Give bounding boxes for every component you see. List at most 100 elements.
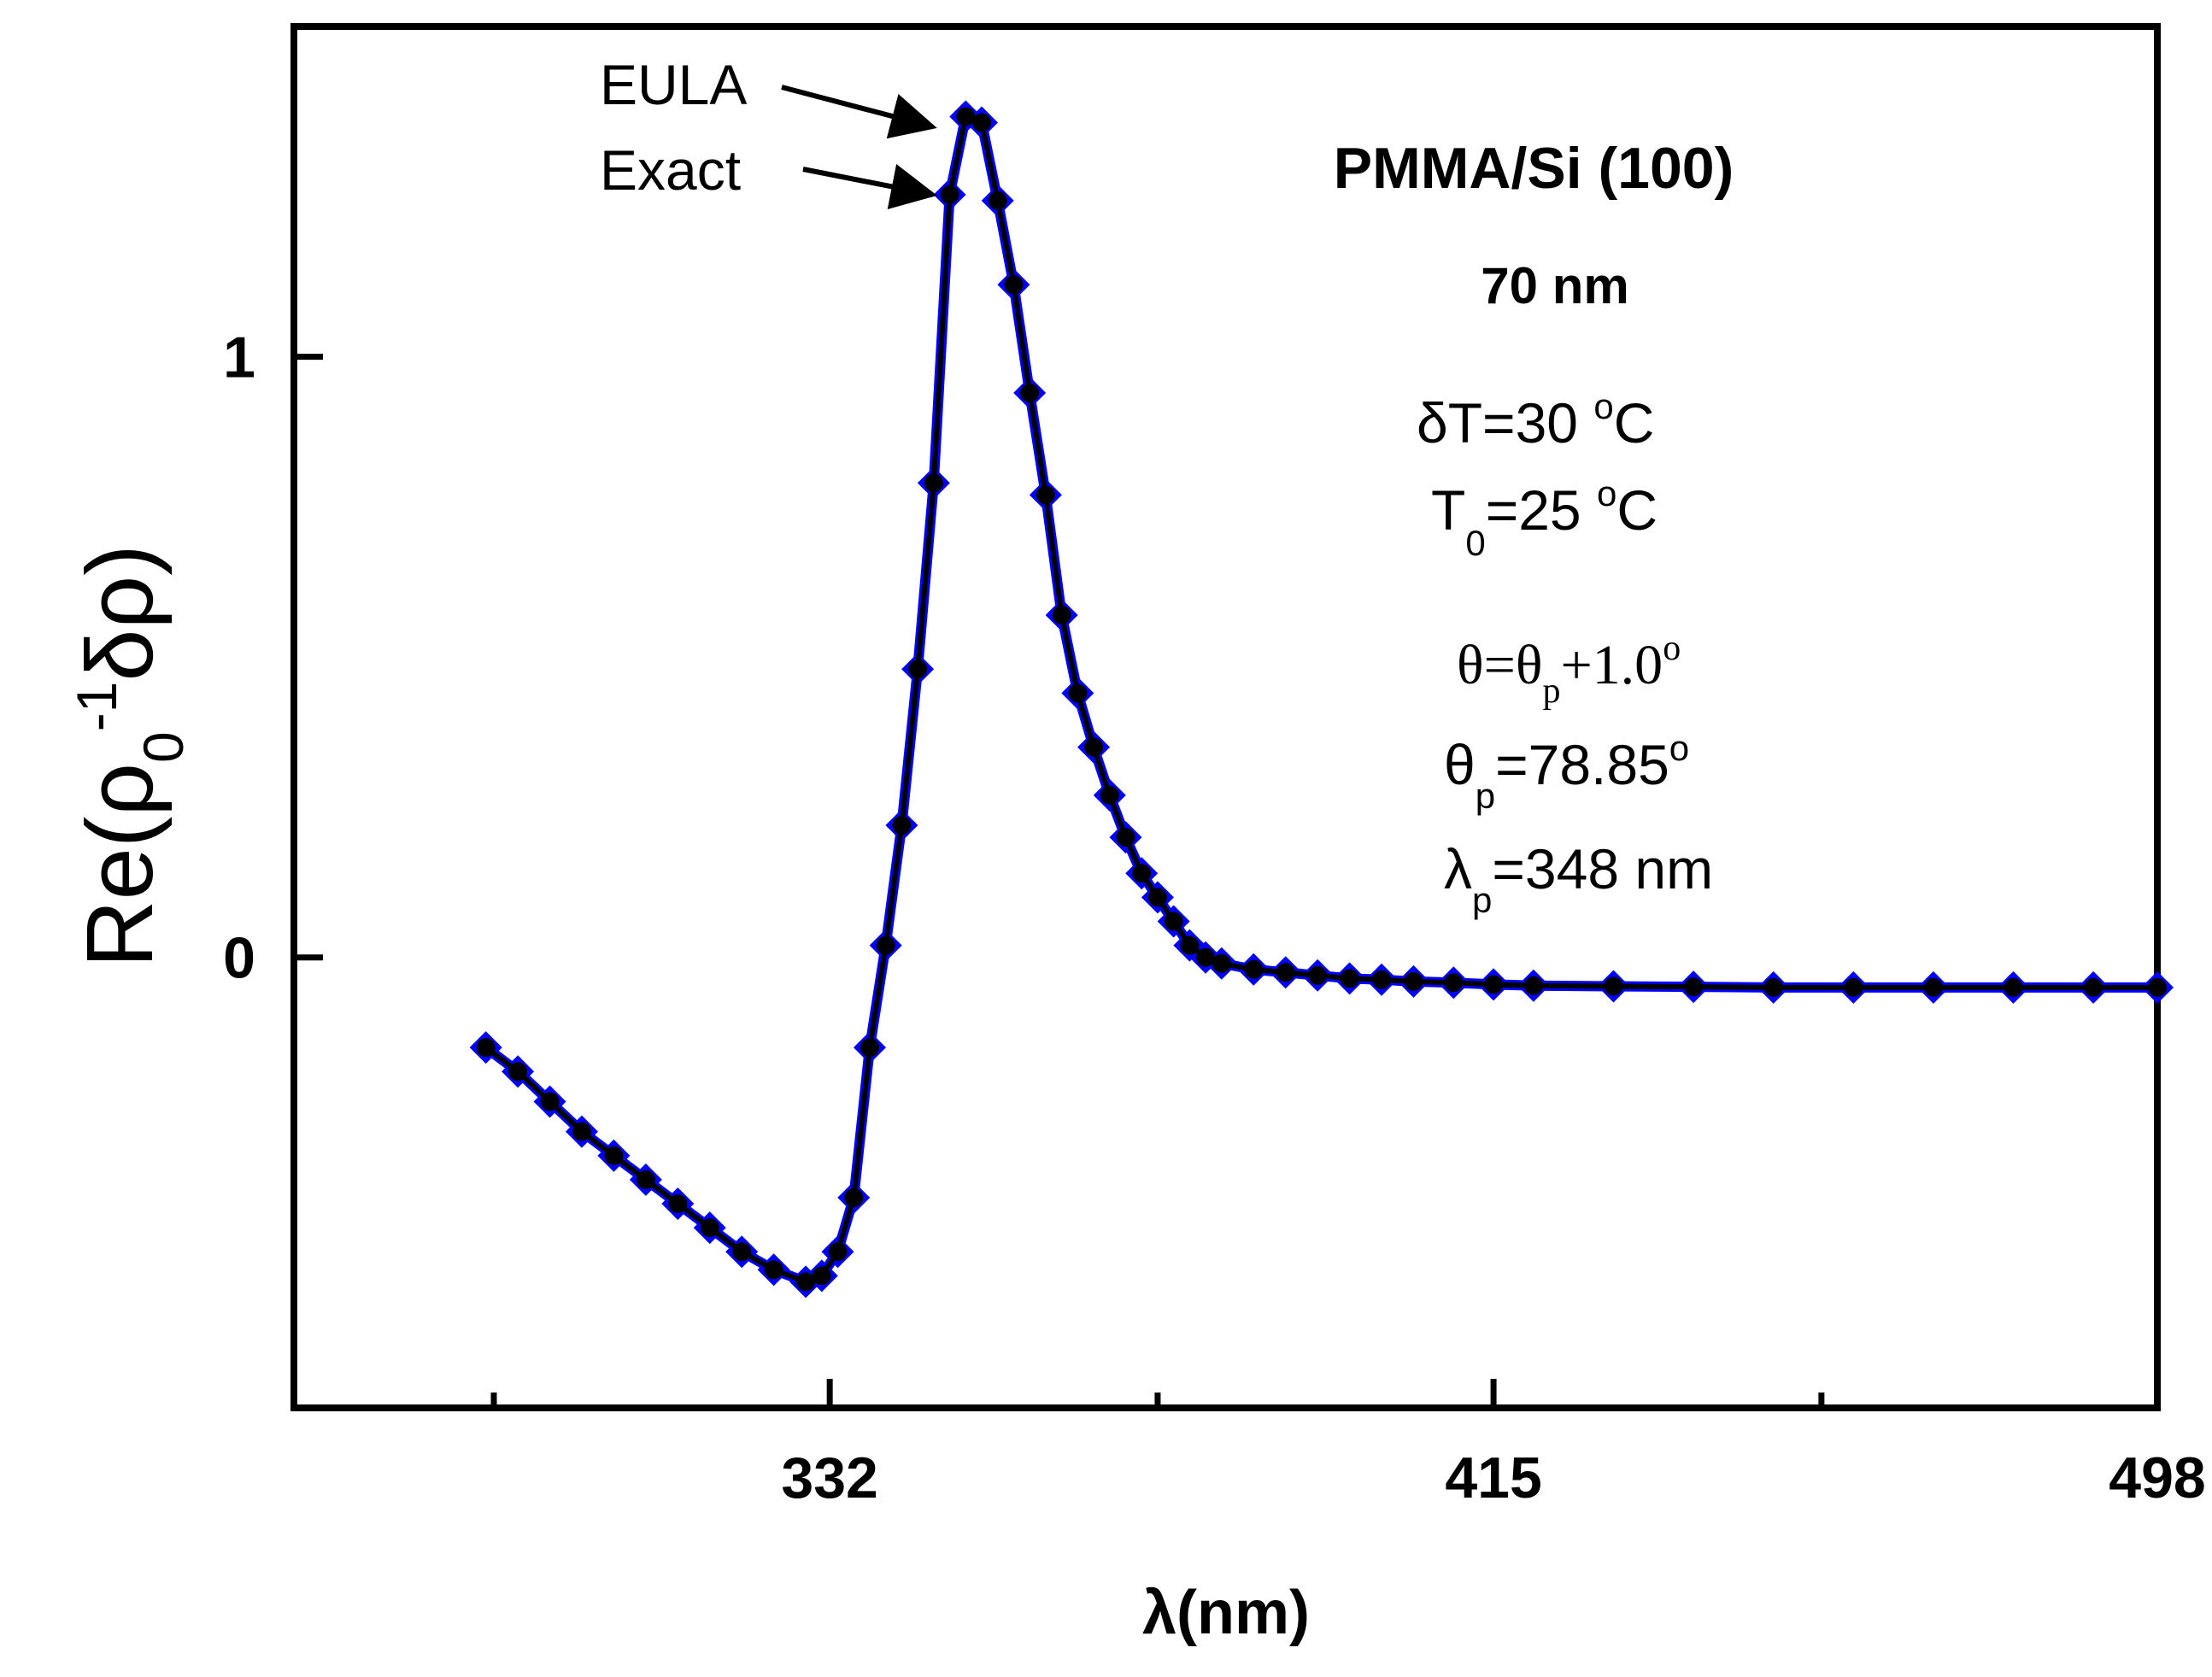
annotation-theta-p: θp=78.85o bbox=[1444, 728, 1689, 816]
delta-t-deg: o bbox=[1593, 386, 1613, 426]
eula-point bbox=[1372, 970, 1392, 989]
eula-point bbox=[476, 1038, 496, 1058]
eula-point bbox=[700, 1218, 719, 1238]
eula-point bbox=[1604, 976, 1623, 996]
x-axis-label: λ(nm) bbox=[1142, 1579, 1310, 1647]
series-eula bbox=[476, 107, 2167, 1292]
t0-unit: C bbox=[1616, 478, 1658, 542]
eula-point bbox=[1276, 963, 1295, 982]
eula-point bbox=[1068, 683, 1088, 703]
x-axis-ticks: 332 415 498 bbox=[490, 1379, 2206, 1510]
eula-point bbox=[1084, 737, 1104, 757]
legend-arrows: EULA Exact bbox=[600, 53, 937, 209]
delta-t-unit: C bbox=[1614, 391, 1655, 454]
eula-point bbox=[1308, 965, 1328, 985]
eula-point bbox=[1923, 977, 1943, 997]
eula-point bbox=[892, 816, 912, 836]
eula-point bbox=[956, 107, 976, 126]
eula-point bbox=[988, 191, 1007, 210]
series-exact bbox=[469, 100, 2174, 1299]
eula-point bbox=[1484, 975, 1504, 994]
eula-point bbox=[764, 1260, 783, 1280]
x-tick-label: 498 bbox=[2109, 1445, 2205, 1510]
eula-point bbox=[876, 935, 895, 955]
eula-point bbox=[2004, 977, 2023, 997]
eula-point bbox=[1444, 973, 1464, 993]
t0-sub: 0 bbox=[1465, 523, 1485, 563]
eula-point bbox=[1212, 953, 1231, 973]
theta-deg: o bbox=[1663, 629, 1681, 668]
eula-point bbox=[1196, 947, 1216, 967]
y-axis-ticks: 01 bbox=[223, 325, 323, 991]
delta-t-text: δT=30 bbox=[1417, 391, 1593, 454]
eula-point bbox=[668, 1193, 688, 1213]
eula-point bbox=[1763, 977, 1783, 997]
eula-point bbox=[908, 660, 928, 679]
eula-point bbox=[732, 1242, 752, 1262]
eula-point bbox=[860, 1038, 879, 1058]
theta-p-deg: o bbox=[1669, 728, 1689, 768]
t0-text: =25 bbox=[1486, 478, 1597, 542]
annotation-thickness: 70 nm bbox=[1481, 257, 1628, 314]
eula-point bbox=[1004, 275, 1024, 295]
eula-point bbox=[1147, 888, 1167, 907]
eula-point bbox=[1180, 935, 1200, 955]
eula-point bbox=[604, 1146, 624, 1165]
y-label-prefix: Re(ρ bbox=[67, 763, 173, 968]
eula-point bbox=[1404, 971, 1423, 991]
x-tick-label: 415 bbox=[1445, 1445, 1541, 1510]
eula-point bbox=[828, 1242, 848, 1262]
y-tick-label: 1 bbox=[223, 325, 255, 390]
arrow-exact bbox=[802, 163, 937, 209]
y-axis-label: Re(ρ0-1δρ) bbox=[65, 544, 195, 968]
eula-point bbox=[572, 1122, 591, 1141]
eula-point bbox=[812, 1266, 831, 1286]
t0-deg: o bbox=[1597, 473, 1616, 513]
eula-point bbox=[1100, 785, 1119, 805]
theta-b: +1.0 bbox=[1560, 634, 1663, 696]
annotation-delta-t: δT=30 oC bbox=[1417, 386, 1654, 454]
annotation-lambda-p: λp=348 nm bbox=[1444, 837, 1713, 920]
eula-point bbox=[1036, 485, 1055, 505]
eula-point bbox=[508, 1062, 528, 1082]
eula-point bbox=[1523, 976, 1543, 995]
eula-point bbox=[1244, 959, 1264, 979]
eula-point bbox=[2084, 977, 2103, 997]
plot-frame bbox=[290, 23, 2161, 1411]
lambda-p-sub: p bbox=[1472, 880, 1492, 920]
annotation-theta: θ=θp+1.0o bbox=[1457, 629, 1681, 711]
eula-point bbox=[1844, 977, 1863, 997]
x-tick-label: 332 bbox=[781, 1445, 877, 1510]
eula-point bbox=[1116, 828, 1135, 847]
eula-point bbox=[2148, 977, 2167, 997]
y-label-sub: 0 bbox=[132, 731, 195, 763]
eula-point bbox=[1020, 383, 1040, 402]
y-label-suffix: δρ) bbox=[67, 544, 173, 681]
eula-point bbox=[844, 1187, 864, 1207]
theta-p-text: =78.85 bbox=[1495, 733, 1669, 796]
theta-p-sub: p bbox=[1476, 776, 1495, 816]
theta-p-base: θ bbox=[1444, 733, 1476, 796]
theta-a: θ=θ bbox=[1457, 634, 1542, 696]
eula-series-line bbox=[484, 114, 2157, 1285]
annotation-material: PMMA/Si (100) bbox=[1334, 136, 1734, 201]
theta-sub: p bbox=[1542, 671, 1560, 711]
arrow-label-eula: EULA bbox=[600, 53, 747, 116]
exact-series-line bbox=[483, 111, 2157, 1287]
eula-point bbox=[540, 1092, 560, 1111]
eula-point bbox=[940, 185, 959, 204]
lambda-p-text: =348 nm bbox=[1492, 837, 1713, 900]
t0-base: T bbox=[1431, 478, 1465, 542]
eula-point bbox=[1164, 912, 1183, 931]
y-tick-label: 0 bbox=[223, 926, 255, 991]
eula-point bbox=[796, 1272, 816, 1292]
eula-point bbox=[1052, 605, 1071, 624]
eula-point bbox=[1684, 977, 1704, 997]
arrow-eula bbox=[781, 85, 937, 139]
arrow-label-exact: Exact bbox=[600, 138, 741, 202]
eula-point bbox=[1340, 969, 1359, 988]
y-label-sup: -1 bbox=[65, 682, 128, 732]
annotation-t0: T0=25 oC bbox=[1431, 473, 1658, 563]
lambda-p-base: λ bbox=[1444, 837, 1472, 900]
